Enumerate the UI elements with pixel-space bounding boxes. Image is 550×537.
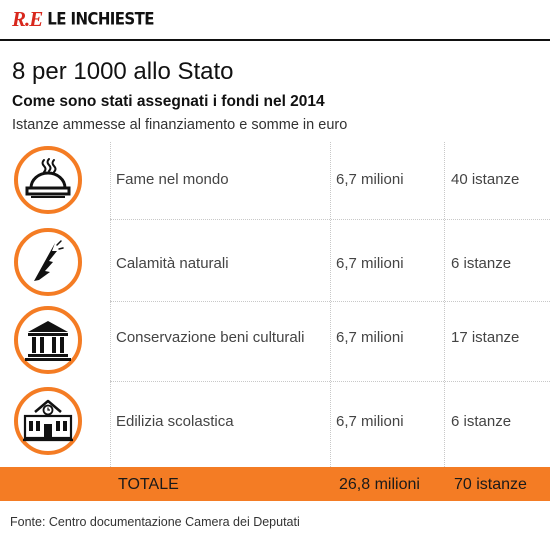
logo: R.E (12, 7, 43, 31)
row-count: 40 istanze (451, 171, 520, 188)
row-label: Conservazione beni culturali (116, 329, 305, 346)
cloche-icon (13, 145, 83, 215)
page-subtitle: Come sono stati assegnati i fondi nel 20… (12, 93, 325, 110)
total-count: 70 istanze (454, 476, 527, 493)
column-divider (110, 142, 111, 467)
total-amount: 26,8 milioni (339, 476, 420, 493)
row-amount: 6,7 milioni (336, 171, 404, 188)
row-amount: 6,7 milioni (336, 413, 404, 430)
brand-name: LE INCHIESTE (47, 8, 154, 30)
column-divider (330, 142, 331, 467)
page-description: Istanze ammesse al finanziamento e somme… (12, 117, 348, 133)
row-label: Calamità naturali (116, 255, 229, 272)
row-divider (110, 381, 550, 382)
header: R.E LE INCHIESTE (0, 0, 550, 41)
column-divider (444, 142, 445, 467)
row-divider (110, 301, 550, 302)
school-building-icon (13, 386, 83, 456)
page-title: 8 per 1000 allo Stato (12, 58, 234, 85)
header-divider (0, 39, 550, 41)
row-label: Edilizia scolastica (116, 413, 234, 430)
total-label: TOTALE (118, 476, 179, 493)
row-count: 6 istanze (451, 255, 512, 272)
row-amount: 6,7 milioni (336, 255, 404, 272)
source-note: Fonte: Centro documentazione Camera dei … (10, 515, 300, 529)
brand[interactable]: R.E LE INCHIESTE (12, 7, 155, 31)
row-count: 6 istanze (451, 413, 512, 430)
museum-building-icon (13, 305, 83, 375)
row-amount: 6,7 milioni (336, 329, 404, 346)
row-divider (110, 219, 550, 220)
total-row: TOTALE 26,8 milioni 70 istanze (0, 467, 550, 501)
row-label: Fame nel mondo (116, 171, 229, 188)
row-count: 17 istanze (451, 329, 520, 346)
earthquake-crack-icon (13, 227, 83, 297)
